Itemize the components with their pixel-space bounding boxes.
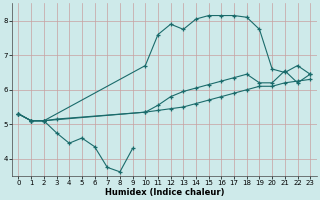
- X-axis label: Humidex (Indice chaleur): Humidex (Indice chaleur): [105, 188, 224, 197]
